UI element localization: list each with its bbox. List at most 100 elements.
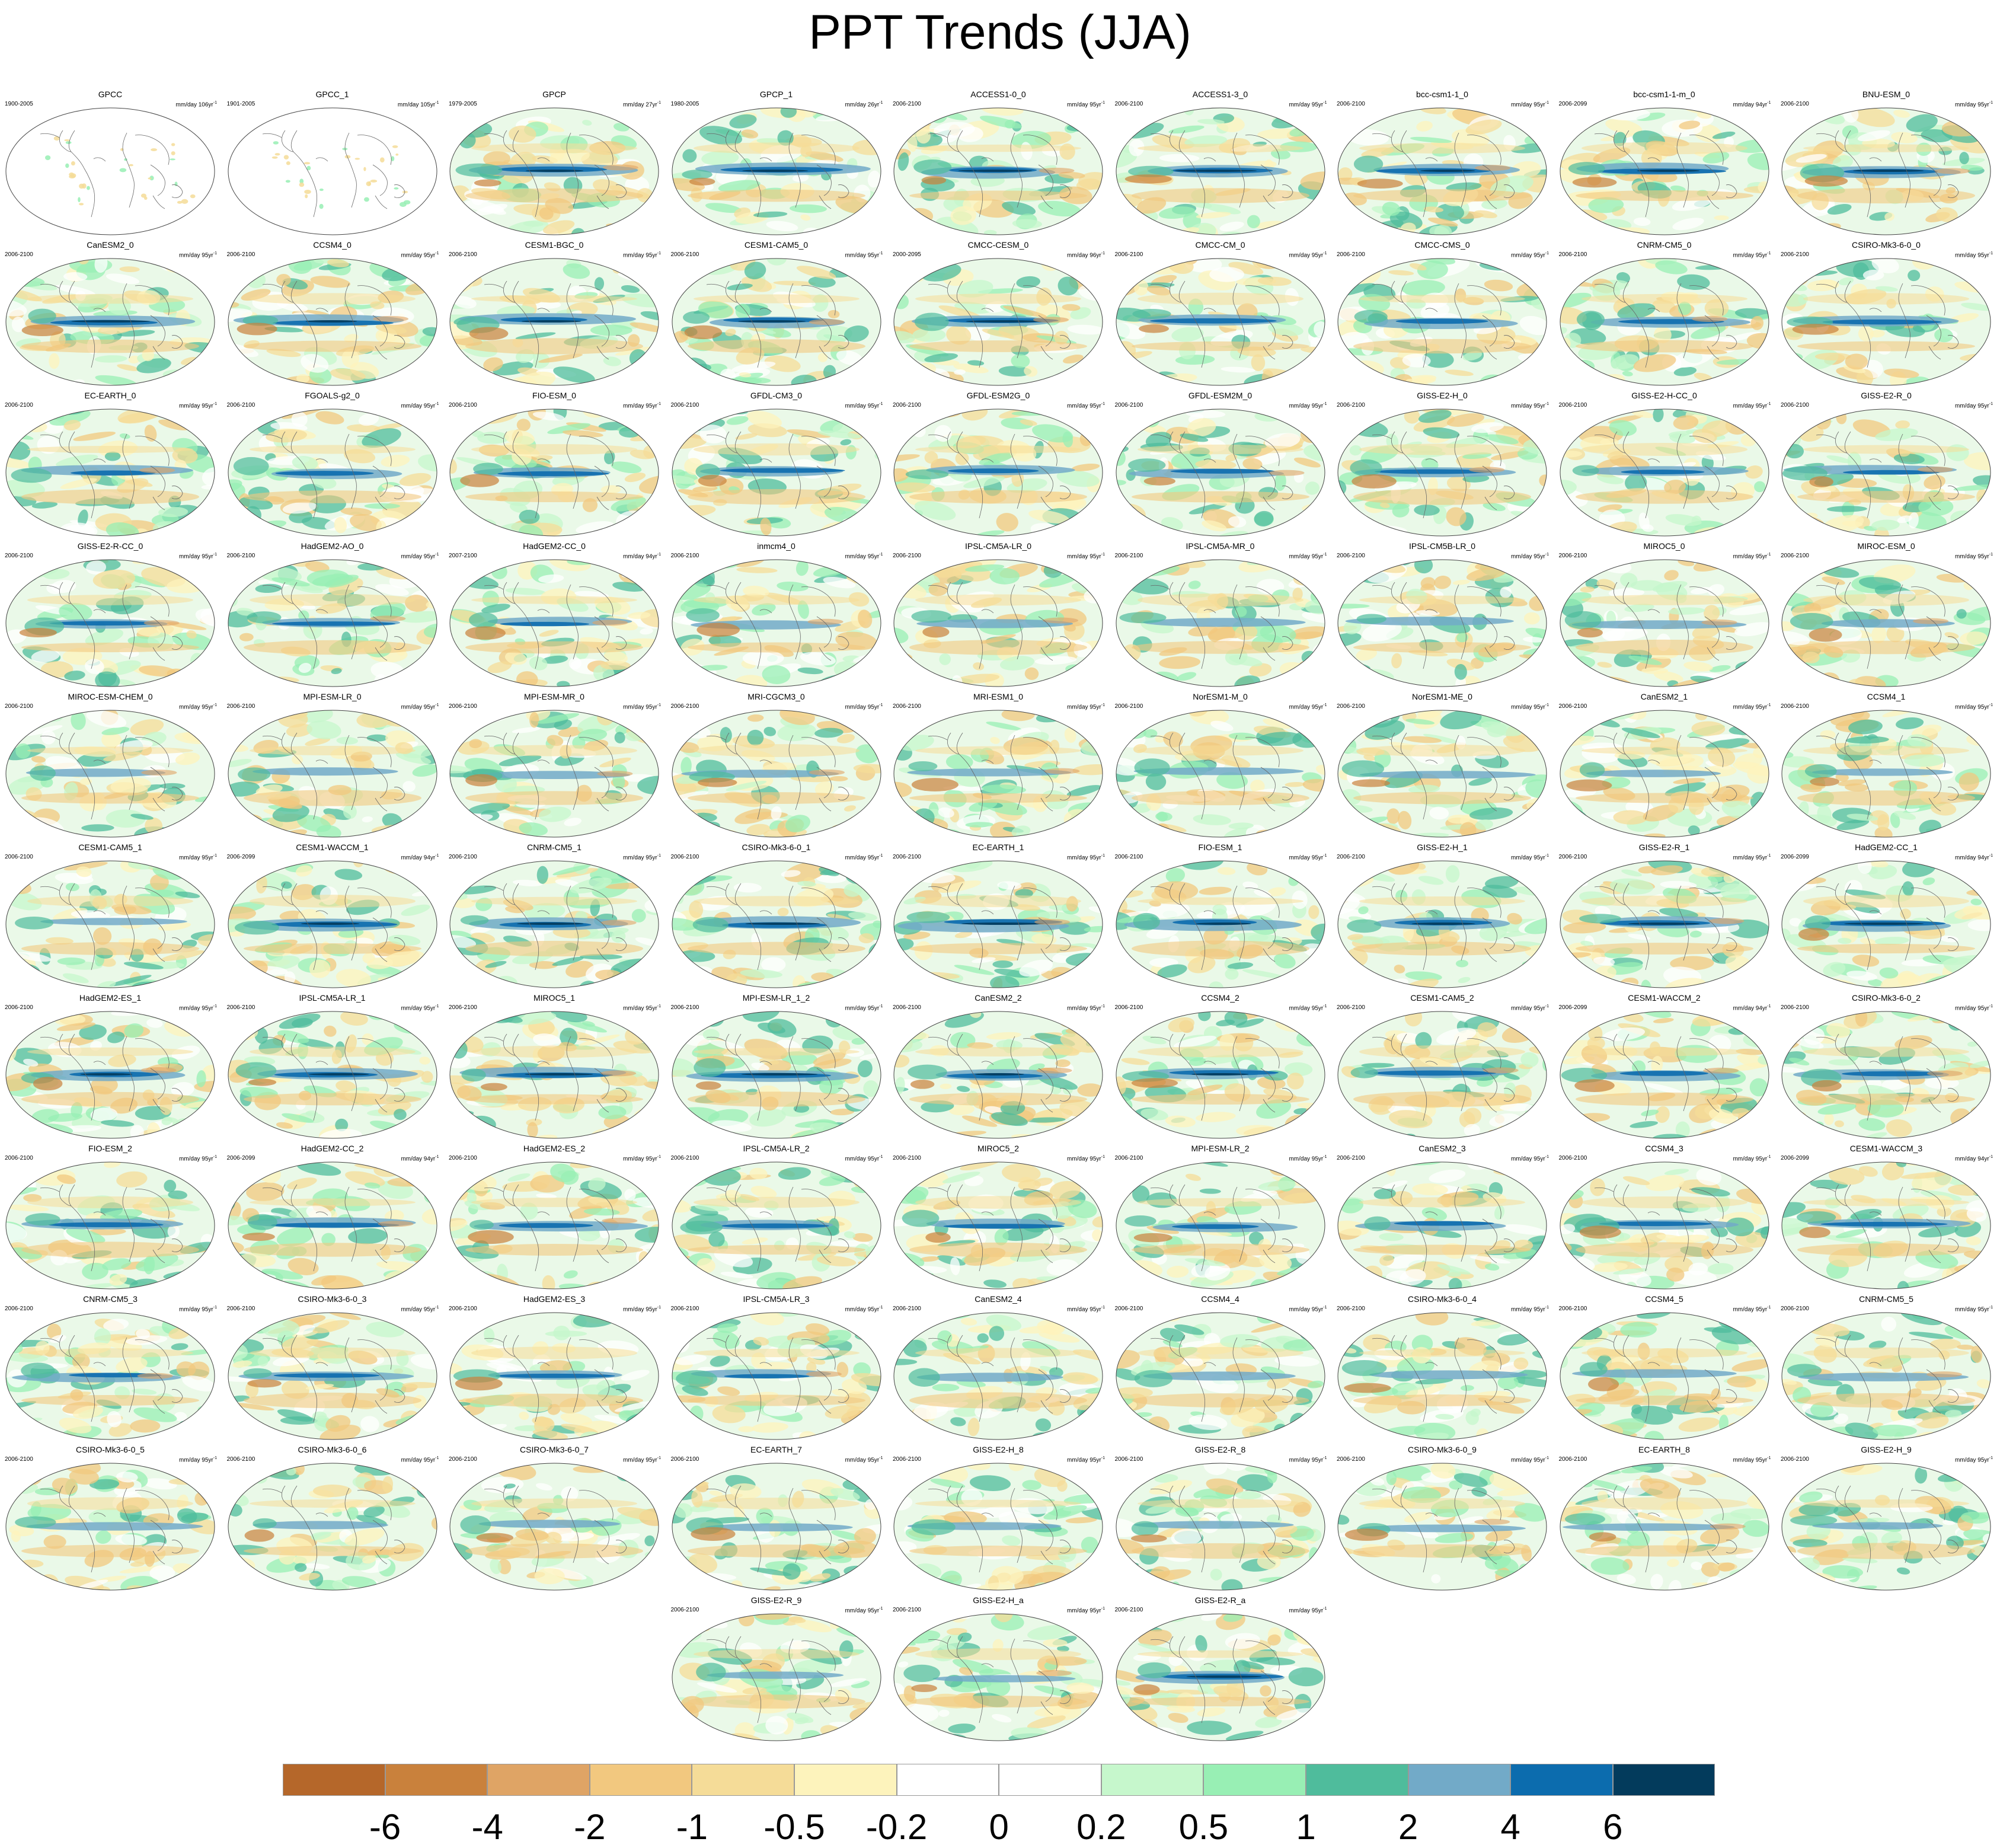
robinson-globe-map	[449, 1462, 660, 1591]
robinson-globe-map	[449, 1311, 660, 1441]
robinson-globe-map	[1559, 408, 1770, 537]
panel-title: CanESM2_4	[889, 1294, 1107, 1304]
robinson-globe-map	[1115, 709, 1326, 838]
panel-title: EC-EARTH_0	[1, 390, 219, 401]
panel-title: IPSL-CM5A-LR_0	[889, 541, 1107, 551]
panel-title: MRI-ESM1_0	[889, 691, 1107, 702]
panel-title: EC-EARTH_1	[889, 842, 1107, 853]
robinson-globe-map	[893, 107, 1104, 236]
colorbar-tick-label: 0.5	[1156, 1806, 1251, 1848]
panel-title: CSIRO-Mk3-6-0_2	[1777, 992, 1995, 1003]
panel-title: ACCESS1-3_0	[1111, 89, 1330, 100]
panel-title: IPSL-CM5A-LR_2	[667, 1143, 886, 1154]
colorbar-swatch	[385, 1764, 488, 1796]
robinson-globe-map	[1781, 107, 1992, 236]
panel-title: IPSL-CM5A-MR_0	[1111, 541, 1330, 551]
robinson-globe-map	[893, 408, 1104, 537]
robinson-globe-map	[893, 709, 1104, 838]
robinson-globe-map	[671, 1613, 882, 1742]
colorbar-swatch	[1510, 1764, 1613, 1796]
panel-title: GISS-E2-R_a	[1111, 1595, 1330, 1606]
robinson-globe-map	[1559, 860, 1770, 989]
panel-title: EC-EARTH_7	[667, 1444, 886, 1455]
robinson-globe-map	[1559, 257, 1770, 387]
colorbar-swatch	[692, 1764, 794, 1796]
robinson-globe-map	[671, 408, 882, 537]
robinson-globe-map	[5, 709, 216, 838]
panel-title: HadGEM2-ES_2	[445, 1143, 663, 1154]
panel-title: GPCC_1	[223, 89, 442, 100]
panel-title: CESM1-BGC_0	[445, 240, 663, 250]
panel-title: CSIRO-Mk3-6-0_9	[1333, 1444, 1551, 1455]
robinson-globe-map	[1781, 1311, 1992, 1441]
robinson-globe-map	[1559, 107, 1770, 236]
panel-title: GISS-E2-R-CC_0	[1, 541, 219, 551]
colorbar-swatch	[1613, 1764, 1715, 1796]
robinson-globe-map	[449, 1010, 660, 1140]
robinson-globe-map	[893, 860, 1104, 989]
panel-title: CMCC-CM_0	[1111, 240, 1330, 250]
robinson-globe-map	[671, 860, 882, 989]
panel-title: IPSL-CM5A-LR_1	[223, 992, 442, 1003]
robinson-globe-map	[1115, 257, 1326, 387]
robinson-globe-map	[1337, 1462, 1548, 1591]
panel-title: HadGEM2-CC_0	[445, 541, 663, 551]
panel-title: GISS-E2-H_9	[1777, 1444, 1995, 1455]
robinson-globe-map	[1337, 1010, 1548, 1140]
panel-title: CanESM2_3	[1333, 1143, 1551, 1154]
robinson-globe-map	[227, 1311, 438, 1441]
colorbar-swatch	[487, 1764, 590, 1796]
panel-title: CESM1-WACCM_1	[223, 842, 442, 853]
panel-title: ACCESS1-0_0	[889, 89, 1107, 100]
panel-title: HadGEM2-CC_1	[1777, 842, 1995, 853]
panel-title: GISS-E2-H_8	[889, 1444, 1107, 1455]
robinson-globe-map	[1337, 558, 1548, 688]
panel-title: GPCP_1	[667, 89, 886, 100]
robinson-globe-map	[1559, 1161, 1770, 1290]
colorbar-swatch	[897, 1764, 999, 1796]
colorbar-tick-label: -1	[644, 1806, 739, 1848]
panel-title: GISS-E2-H_0	[1333, 390, 1551, 401]
robinson-globe-map	[1559, 1462, 1770, 1591]
robinson-globe-map	[449, 107, 660, 236]
robinson-globe-map	[893, 1462, 1104, 1591]
panel-title: inmcm4_0	[667, 541, 886, 551]
panel-title: MIROC5_1	[445, 992, 663, 1003]
panel-title: GISS-E2-R_8	[1111, 1444, 1330, 1455]
robinson-globe-map	[671, 1010, 882, 1140]
panel-title: CSIRO-Mk3-6-0_6	[223, 1444, 442, 1455]
robinson-globe-map	[5, 860, 216, 989]
